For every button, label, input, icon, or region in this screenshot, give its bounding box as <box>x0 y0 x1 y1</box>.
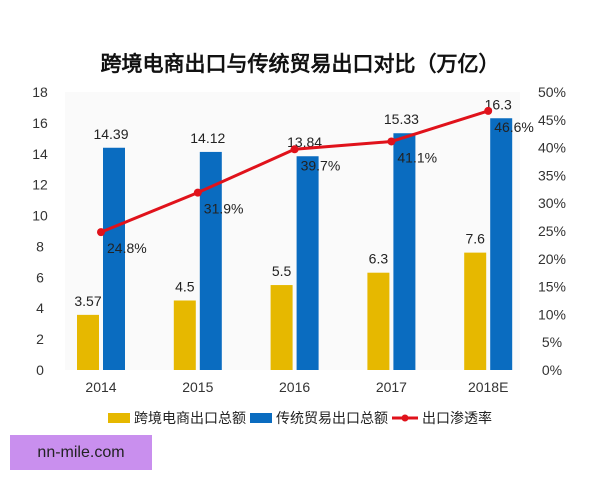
line-point <box>387 137 396 146</box>
legend-swatch <box>250 413 272 423</box>
line-point <box>193 188 202 197</box>
y2-tick-label: 45% <box>538 112 566 128</box>
bar-traditional <box>393 133 416 370</box>
y2-tick-label: 0% <box>542 362 562 378</box>
data-label: 5.5 <box>272 263 292 279</box>
bar-ecommerce <box>464 252 487 370</box>
data-label: 4.5 <box>175 279 195 295</box>
data-label: 39.7% <box>301 157 341 173</box>
y-tick-label: 4 <box>36 300 44 316</box>
data-label: 31.9% <box>204 201 244 217</box>
bar-ecommerce <box>367 272 390 370</box>
chart-title: 跨境电商出口与传统贸易出口对比（万亿） <box>100 52 500 76</box>
data-label: 14.12 <box>190 130 225 146</box>
x-tick-label: 2017 <box>376 379 407 395</box>
data-label: 14.39 <box>93 126 128 142</box>
line-point <box>97 228 105 237</box>
y-tick-label: 6 <box>36 269 44 285</box>
x-tick-label: 2016 <box>279 379 310 395</box>
watermark: nn-mile.com <box>10 435 152 470</box>
data-label: 7.6 <box>465 231 485 247</box>
data-label: 24.8% <box>107 240 147 256</box>
data-label: 6.3 <box>369 251 389 267</box>
bar-traditional <box>490 118 513 370</box>
legend: 跨境电商出口总额 传统贸易出口总额 出口渗透率 <box>0 408 600 428</box>
line-point <box>484 106 493 115</box>
data-label: 16.3 <box>485 96 512 112</box>
y2-tick-label: 35% <box>538 167 566 183</box>
y2-tick-label: 50% <box>538 84 566 100</box>
legend-swatch <box>108 413 130 423</box>
y-tick-label: 14 <box>32 146 48 162</box>
y2-tick-label: 40% <box>538 140 566 156</box>
y-tick-label: 10 <box>32 208 48 224</box>
legend-item: 出口渗透率 <box>392 408 492 428</box>
y-tick-label: 12 <box>32 177 48 193</box>
y-tick-label: 0 <box>36 362 44 378</box>
bar-ecommerce <box>77 314 99 370</box>
y-tick-label: 8 <box>36 238 44 254</box>
data-label: 41.1% <box>397 149 437 165</box>
x-tick-label: 2018E <box>468 379 508 395</box>
legend-label: 传统贸易出口总额 <box>276 411 388 427</box>
legend-item: 传统贸易出口总额 <box>250 408 388 428</box>
y2-tick-label: 20% <box>538 251 566 267</box>
legend-label: 出口渗透率 <box>422 411 492 427</box>
line-point <box>290 145 299 154</box>
y2-tick-label: 30% <box>538 195 566 211</box>
legend-label: 跨境电商出口总额 <box>134 411 246 427</box>
y2-tick-label: 10% <box>538 306 566 322</box>
x-tick-label: 2015 <box>182 379 213 395</box>
data-label: 3.57 <box>74 293 101 309</box>
y2-tick-label: 25% <box>538 223 566 239</box>
y2-tick-label: 5% <box>542 334 562 350</box>
data-label: 46.6% <box>494 119 534 135</box>
legend-item: 跨境电商出口总额 <box>108 408 246 428</box>
y-tick-label: 16 <box>32 115 48 131</box>
bar-ecommerce <box>270 285 293 370</box>
bar-traditional <box>296 156 319 370</box>
x-tick-label: 2014 <box>85 379 116 395</box>
y2-tick-label: 15% <box>538 279 566 295</box>
legend-line-marker <box>392 414 418 422</box>
bar-traditional <box>199 151 222 370</box>
data-label: 15.33 <box>384 111 419 127</box>
bar-ecommerce <box>173 300 196 370</box>
bar-traditional <box>103 147 125 370</box>
y-tick-label: 18 <box>32 84 48 100</box>
y-tick-label: 2 <box>36 331 44 347</box>
